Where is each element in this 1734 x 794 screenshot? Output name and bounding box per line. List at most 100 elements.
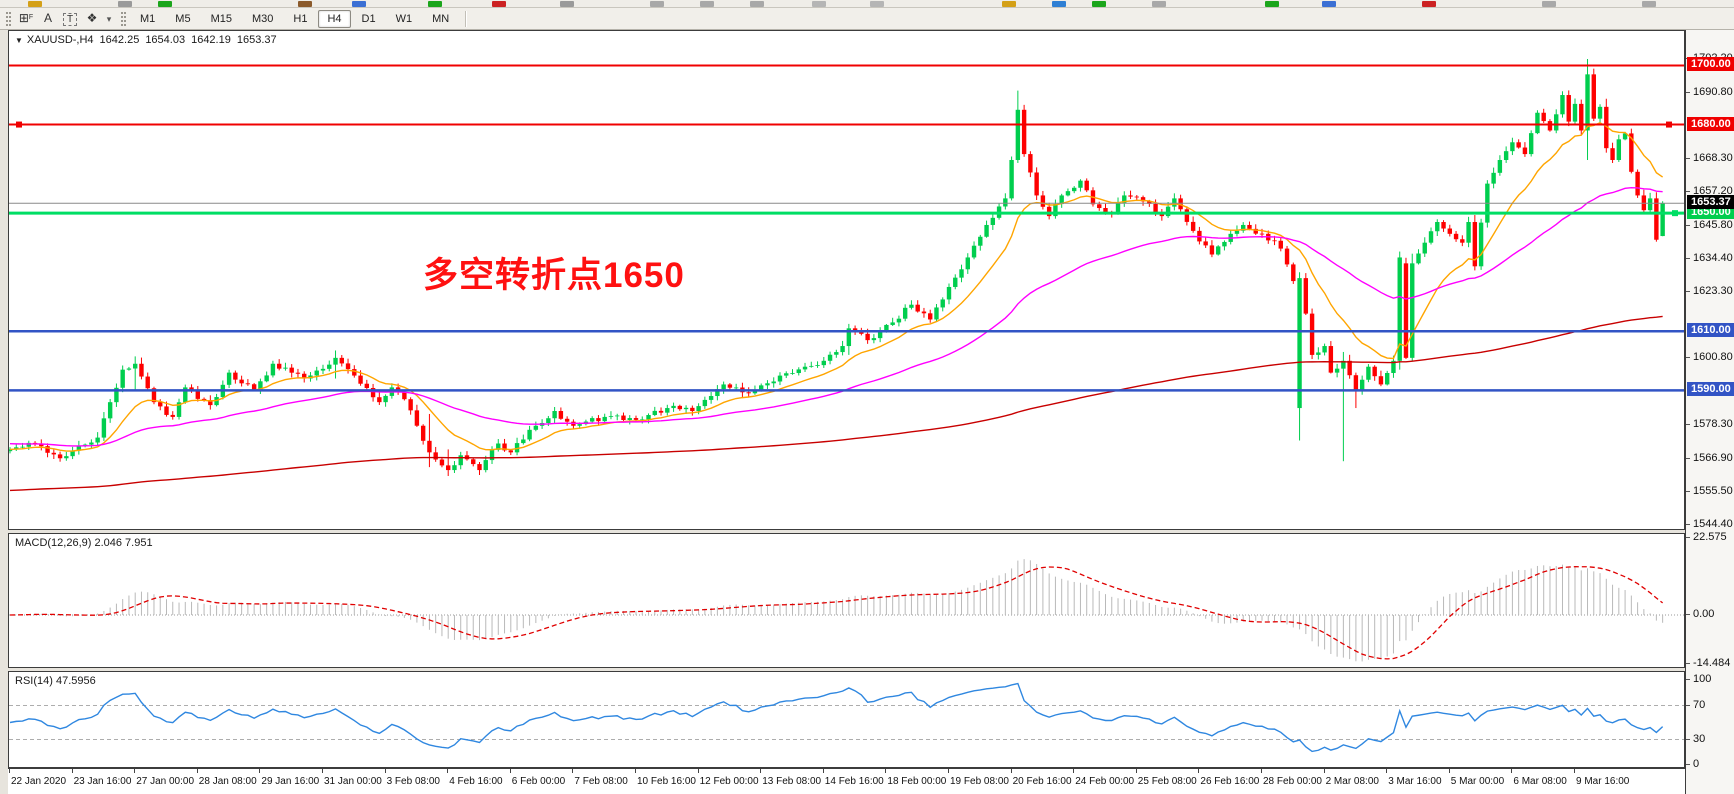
time-label: 7 Feb 08:00: [574, 776, 628, 787]
price-badge-1680.00[interactable]: 1680.00: [1687, 116, 1734, 131]
time-label: 5 Mar 00:00: [1450, 776, 1505, 787]
time-label: 22 Jan 2020: [11, 776, 67, 787]
time-tick: [1010, 769, 1012, 773]
timeframe-button-D1[interactable]: D1: [361, 13, 376, 25]
time-tick: [509, 769, 511, 773]
axis-tick: [1686, 491, 1690, 493]
time-tick: [322, 769, 323, 773]
arrows-dropdown-icon[interactable]: ▾: [106, 13, 112, 24]
rsi-chart: [9, 682, 1684, 753]
price-tick-label: 1600.80: [1693, 351, 1733, 364]
candlestick-chart: [9, 59, 1684, 492]
toolbar-icon-fragment: [750, 1, 764, 7]
timeframe-button-W1[interactable]: W1: [395, 13, 413, 25]
price-tick-label: 1544.40: [1693, 517, 1733, 530]
toolbar-icon-fragment: [352, 1, 366, 7]
toolbar-icon-fragment: [158, 1, 172, 7]
price-tick-label: 1555.50: [1693, 485, 1733, 498]
toolbar-icon-fragment: [118, 1, 132, 7]
time-label: 29 Jan 16:00: [261, 776, 320, 787]
top-toolbar-clipped: [0, 0, 1734, 8]
timeframe-button-M30[interactable]: M30: [251, 13, 274, 25]
price-tick-label: 1690.80: [1693, 85, 1733, 98]
time-tick: [572, 769, 574, 773]
text-label-tool-icon[interactable]: T: [60, 10, 80, 28]
time-tick: [1323, 769, 1325, 773]
time-tick: [196, 769, 198, 773]
timeframe-button-M1[interactable]: M1: [140, 13, 156, 25]
toolbar-icon-fragment: [1002, 1, 1016, 7]
pivot-line-1650-anchor[interactable]: [1672, 210, 1678, 217]
price-badge-1610.00[interactable]: 1610.00: [1687, 323, 1734, 338]
symbol-dropdown-icon[interactable]: ▼: [15, 35, 23, 45]
macd-axis-label: 22.575: [1693, 530, 1727, 543]
chart-title: ▼ XAUUSD-,H4 1642.25 1654.03 1642.19 165…: [15, 34, 277, 46]
symbol-timeframe-label: XAUUSD-,H4: [26, 34, 94, 46]
timeframe-button-H4[interactable]: H4: [318, 10, 351, 28]
time-tick: [1261, 769, 1262, 773]
time-tick: [697, 769, 699, 773]
time-label: 6 Feb 00:00: [511, 776, 566, 787]
time-tick: [71, 769, 73, 773]
time-tick: [1574, 769, 1575, 773]
price-tick-label: 1645.80: [1693, 218, 1733, 231]
timeframe-button-M15[interactable]: M15: [210, 13, 232, 25]
axis-tick: [1686, 357, 1690, 359]
toolbar-icon-fragment: [28, 1, 42, 7]
toolbar-icon-fragment: [428, 1, 442, 7]
toolbar-icon-fragment: [560, 1, 574, 7]
ohlc-low: 1642.19: [191, 34, 231, 46]
time-label: 3 Feb 08:00: [386, 776, 440, 787]
axis-tick: [1686, 457, 1690, 459]
toolbar-icon-fragment: [1322, 1, 1336, 7]
time-label: 18 Feb 00:00: [887, 776, 947, 787]
timeframe-button-MN[interactable]: MN: [432, 13, 450, 25]
resistance-line-1680-anchor[interactable]: [16, 121, 22, 128]
time-tick: [1073, 769, 1075, 773]
axis-tick: [1686, 224, 1690, 226]
resistance-line-1680-anchor[interactable]: [1666, 121, 1672, 128]
text-tool-icon[interactable]: A: [43, 10, 52, 25]
timeframe-button-M5[interactable]: M5: [175, 13, 191, 25]
price-badge-1700.00[interactable]: 1700.00: [1687, 57, 1734, 72]
axis-tick: [1686, 290, 1690, 292]
toolbar-drag-handle[interactable]: [6, 11, 11, 26]
time-label: 10 Feb 16:00: [637, 776, 696, 787]
time-label: 23 Jan 16:00: [73, 776, 132, 787]
time-label: 12 Feb 00:00: [699, 776, 759, 787]
chart-toolbar: ⊞ F A T ❖ ▾ M1 M5 M15 M30 H1 H4 D1 W1 MN: [0, 8, 1734, 30]
toolbar-icon-fragment: [1152, 1, 1166, 7]
toolbar-drag-handle[interactable]: [121, 11, 126, 26]
time-tick: [635, 769, 636, 773]
time-tick: [134, 769, 136, 773]
macd-histogram: [15, 559, 1664, 662]
time-tick: [1448, 769, 1450, 773]
arrows-tool-icon[interactable]: ❖: [86, 10, 98, 25]
axis-tick: [1686, 663, 1690, 665]
time-tick: [822, 769, 824, 773]
rsi-axis-label: 70: [1693, 698, 1706, 711]
toolbar-icon-fragment: [1052, 1, 1066, 7]
axis-tick: [1686, 614, 1690, 615]
toolbar-icon-fragment: [1265, 1, 1279, 7]
crosshair-tool-icon[interactable]: ⊞ F: [18, 10, 34, 25]
time-label: 20 Feb 16:00: [1012, 776, 1072, 787]
ma-slow-line: [9, 315, 1663, 492]
timeframe-button-H1[interactable]: H1: [293, 13, 308, 25]
macd-chart: [9, 559, 1684, 662]
price-tick-label: 1634.40: [1693, 252, 1733, 265]
ma-fast-line: [9, 121, 1664, 452]
time-tick: [1386, 769, 1388, 773]
axis-tick: [1686, 91, 1690, 93]
axis-tick: [1686, 190, 1690, 192]
ma-medium-line: [9, 186, 1663, 447]
time-axis: 22 Jan 2020 23 Jan 16:00 27 Jan 00:00 28 Ja…: [8, 768, 1685, 794]
toolbar-icon-fragment: [700, 1, 714, 7]
time-label: 9 Mar 16:00: [1576, 776, 1630, 787]
time-tick: [384, 769, 386, 773]
price-chart-panel: ▼ XAUUSD-,H4 1642.25 1654.03 1642.19 165…: [8, 30, 1685, 530]
annotation-text[interactable]: 多空转折点1650: [423, 256, 685, 295]
toolbar-icon-fragment: [870, 1, 884, 7]
rsi-axis-label: 30: [1693, 732, 1706, 745]
price-badge-1590.00[interactable]: 1590.00: [1687, 382, 1734, 397]
